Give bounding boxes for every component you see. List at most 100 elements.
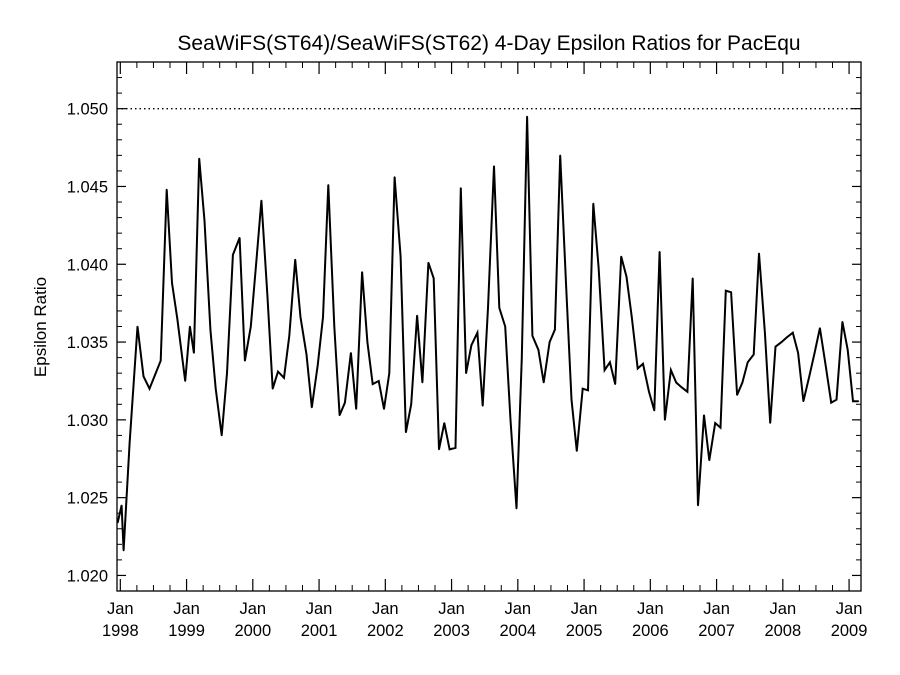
data-point: [311, 406, 313, 409]
data-point: [597, 266, 600, 269]
data-point: [792, 331, 794, 334]
data-point: [383, 408, 385, 410]
data-point: [780, 341, 783, 343]
data-point: [493, 165, 495, 167]
data-point: [184, 380, 186, 382]
data-point: [159, 359, 162, 362]
data-point: [476, 331, 479, 334]
data-point: [697, 504, 699, 507]
data-point: [271, 387, 274, 390]
x-axis-ticks: Jan 1998 Jan 1999 Jan 2000 Jan 2001 Jan 2002 Jan 20…: [102, 62, 867, 640]
data-point: [719, 426, 722, 429]
data-point: [250, 325, 252, 328]
data-point: [361, 271, 363, 273]
data-point: [852, 400, 854, 403]
data-point: [405, 431, 407, 434]
data-point: [142, 375, 145, 378]
data-point: [209, 328, 212, 331]
data-point: [548, 341, 551, 343]
y-axis-ticks: 1.020 1.025 1.030 1.035 1.040 1.045 1.050: [67, 61, 861, 592]
data-point: [703, 414, 705, 417]
data-point: [658, 251, 661, 253]
data-point: [232, 254, 234, 256]
data-point: [802, 400, 805, 403]
x-tick-year-label: 2001: [301, 622, 338, 640]
data-point: [531, 335, 534, 337]
data-point: [393, 176, 396, 178]
data-point: [498, 307, 501, 309]
data-point: [609, 361, 611, 364]
data-point: [277, 370, 279, 373]
x-tick-year-label: 2003: [433, 622, 470, 640]
data-point: [592, 202, 595, 205]
data-point: [537, 349, 540, 351]
data-point: [344, 401, 346, 404]
data-point: [316, 364, 319, 367]
data-point: [322, 316, 324, 319]
data-point: [819, 327, 821, 329]
data-point: [725, 289, 727, 292]
data-point: [305, 353, 308, 356]
data-point: [830, 401, 832, 404]
data-point: [465, 372, 467, 375]
data-point: [203, 219, 206, 222]
data-point: [565, 286, 567, 289]
data-point: [741, 381, 744, 384]
y-tick-label: 1.050: [67, 101, 108, 119]
data-point: [841, 321, 844, 323]
x-tick-year-label: 2006: [632, 622, 669, 640]
data-point: [764, 331, 766, 334]
data-point: [813, 352, 816, 354]
data-point: [421, 381, 424, 384]
data-point: [570, 398, 573, 401]
data-point: [675, 381, 677, 384]
data-point: [371, 383, 374, 385]
chart-title: SeaWiFS(ST64)/SeaWiFS(ST62) 4-Day Epsilo…: [177, 32, 800, 55]
data-point: [680, 386, 683, 389]
data-point: [350, 352, 352, 354]
data-point: [171, 282, 173, 284]
data-point: [835, 398, 838, 401]
data-point: [752, 353, 755, 356]
data-point: [542, 381, 545, 384]
data-point: [355, 408, 358, 410]
data-point: [136, 325, 139, 328]
data-point: [266, 294, 269, 297]
data-point: [581, 387, 584, 390]
x-tick-month-label: Jan: [306, 600, 333, 618]
data-point: [526, 115, 528, 118]
data-point: [220, 434, 223, 437]
data-point: [786, 336, 788, 339]
data-point: [686, 391, 689, 393]
series-layer: [116, 115, 860, 552]
data-point: [148, 387, 151, 390]
data-point: [294, 258, 297, 261]
data-point: [691, 277, 694, 280]
data-point: [454, 447, 457, 449]
data-point: [165, 188, 168, 191]
data-point: [193, 352, 195, 354]
data-point: [432, 277, 435, 280]
y-tick-label: 1.035: [67, 334, 108, 352]
data-point: [509, 419, 512, 421]
x-tick-year-label: 1998: [102, 622, 139, 640]
data-point: [708, 459, 711, 462]
x-tick-month-label: Jan: [107, 600, 134, 618]
data-point: [774, 345, 777, 348]
y-axis-label: Epsilon Ratio: [31, 277, 50, 377]
data-point: [128, 442, 131, 445]
data-point: [460, 187, 462, 189]
x-tick-year-label: 1999: [168, 622, 205, 640]
data-point: [388, 372, 391, 375]
x-tick-year-label: 2000: [234, 622, 271, 640]
data-point: [521, 356, 523, 359]
data-point: [620, 255, 622, 258]
data-point: [670, 369, 672, 371]
data-point: [176, 317, 179, 320]
data-point: [642, 363, 644, 365]
data-point: [603, 369, 606, 371]
x-tick-month-label: Jan: [571, 600, 598, 618]
data-point: [198, 157, 200, 160]
x-tick-year-label: 2007: [698, 622, 735, 640]
data-point: [438, 448, 440, 451]
